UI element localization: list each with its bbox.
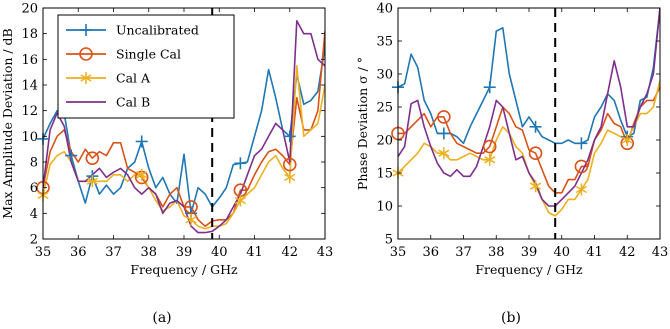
data-point-single-cal-4 [574,159,589,174]
x-tick-label: 37 [105,245,122,260]
y-tick-label: 10 [376,200,393,215]
series-line-single-cal [398,86,660,194]
data-point-cal-a-5-arm2 [621,136,633,144]
figure-caption: (b) [501,310,521,326]
x-tick-label: 39 [521,245,538,260]
y-axis-label: Max Amplitude Deviation / dB [0,28,15,218]
chart-panel-b: 35 36 37 38 39 40 41 42 43 5 10 15 20 25 30 35 40 Frequen… [355,2,668,327]
data-point-cal-a-4-arm2 [575,185,587,194]
x-tick-label: 42 [281,245,298,260]
data-point-single-cal-2 [482,139,497,154]
y-tick-label: 16 [21,53,38,68]
x-tick-label: 37 [455,245,472,260]
data-point-single-cal-1 [437,110,451,124]
legend-label-cal-a: Cal A [116,71,151,86]
y-tick-label: 25 [376,101,393,116]
data-point-cal-a-5-arm2 [284,173,296,182]
series-line-cal-b [43,19,325,234]
y-tick-label: 18 [21,27,38,42]
x-axis-label: Frequency / GHz [130,262,238,277]
x-tick-label: 39 [176,245,193,260]
legend-marker-single-cal [79,47,93,61]
y-tick-label: 20 [21,2,38,17]
y-tick-label: 14 [21,79,38,94]
legend-label-single-cal: Single Cal [116,47,181,62]
data-point-single-cal-3 [184,200,198,214]
x-tick-label: 36 [70,245,87,260]
chart-panel-a: 35 36 37 38 39 40 41 42 43 2 4 6 8 10 12 14 16 18 20 Freque… [0,2,333,327]
series-line-uncalibrated [398,8,660,145]
legend-box [57,14,235,119]
y-tick-label: 5 [385,233,393,248]
y-tick-label: 15 [376,167,393,182]
y-tick-label: 35 [376,35,393,50]
y-tick-label: 2 [30,233,38,248]
x-tick-label: 43 [652,245,669,260]
y-tick-label: 10 [21,130,38,145]
series-line-cal-b [398,8,660,207]
plot-frame [397,7,661,240]
x-tick-label: 35 [390,245,407,260]
x-tick-label: 36 [422,245,439,260]
series-line-uncalibrated [43,46,325,215]
x-tick-label: 38 [140,245,157,260]
x-tick-label: 42 [619,245,636,260]
x-tick-label: 43 [317,245,334,260]
x-tick-label: 35 [35,245,52,260]
data-point-cal-a-4-arm2 [234,196,246,205]
data-point-cal-a-2-arm2 [136,171,148,179]
y-tick-label: 12 [21,104,38,119]
x-tick-label: 41 [586,245,603,260]
data-point-cal-a-1-arm2 [86,177,98,185]
x-tick-label: 38 [488,245,505,260]
data-point-cal-a-3-arm2 [529,182,542,190]
y-tick-label: 30 [376,68,393,83]
legend-marker-cal-a-arm2 [80,74,92,82]
y-tick-label: 8 [30,156,38,171]
y-tick-label: 4 [30,207,38,222]
legend-label-cal-b: Cal B [116,95,150,110]
legend-label-uncalibrated: Uncalibrated [116,23,199,38]
y-tick-label: 6 [30,181,38,196]
y-tick-label: 20 [376,134,393,149]
data-point-cal-a-1-arm2 [438,149,450,157]
x-tick-label: 41 [246,245,263,260]
data-point-cal-a-2-arm2 [484,156,496,164]
data-point-single-cal-1 [85,151,100,165]
data-point-single-cal-5 [282,157,297,172]
data-point-cal-a-3-arm2 [185,216,197,224]
figure-caption: (a) [152,310,171,326]
y-tick-label: 40 [376,2,393,17]
series-line-cal-a [43,65,325,230]
x-tick-label: 40 [211,245,228,260]
x-axis-label: Frequency / GHz [475,262,583,277]
x-tick-label: 40 [553,245,570,260]
data-point-single-cal-3 [528,146,543,160]
y-axis-label: Phase Deviation σ / ° [355,57,370,190]
